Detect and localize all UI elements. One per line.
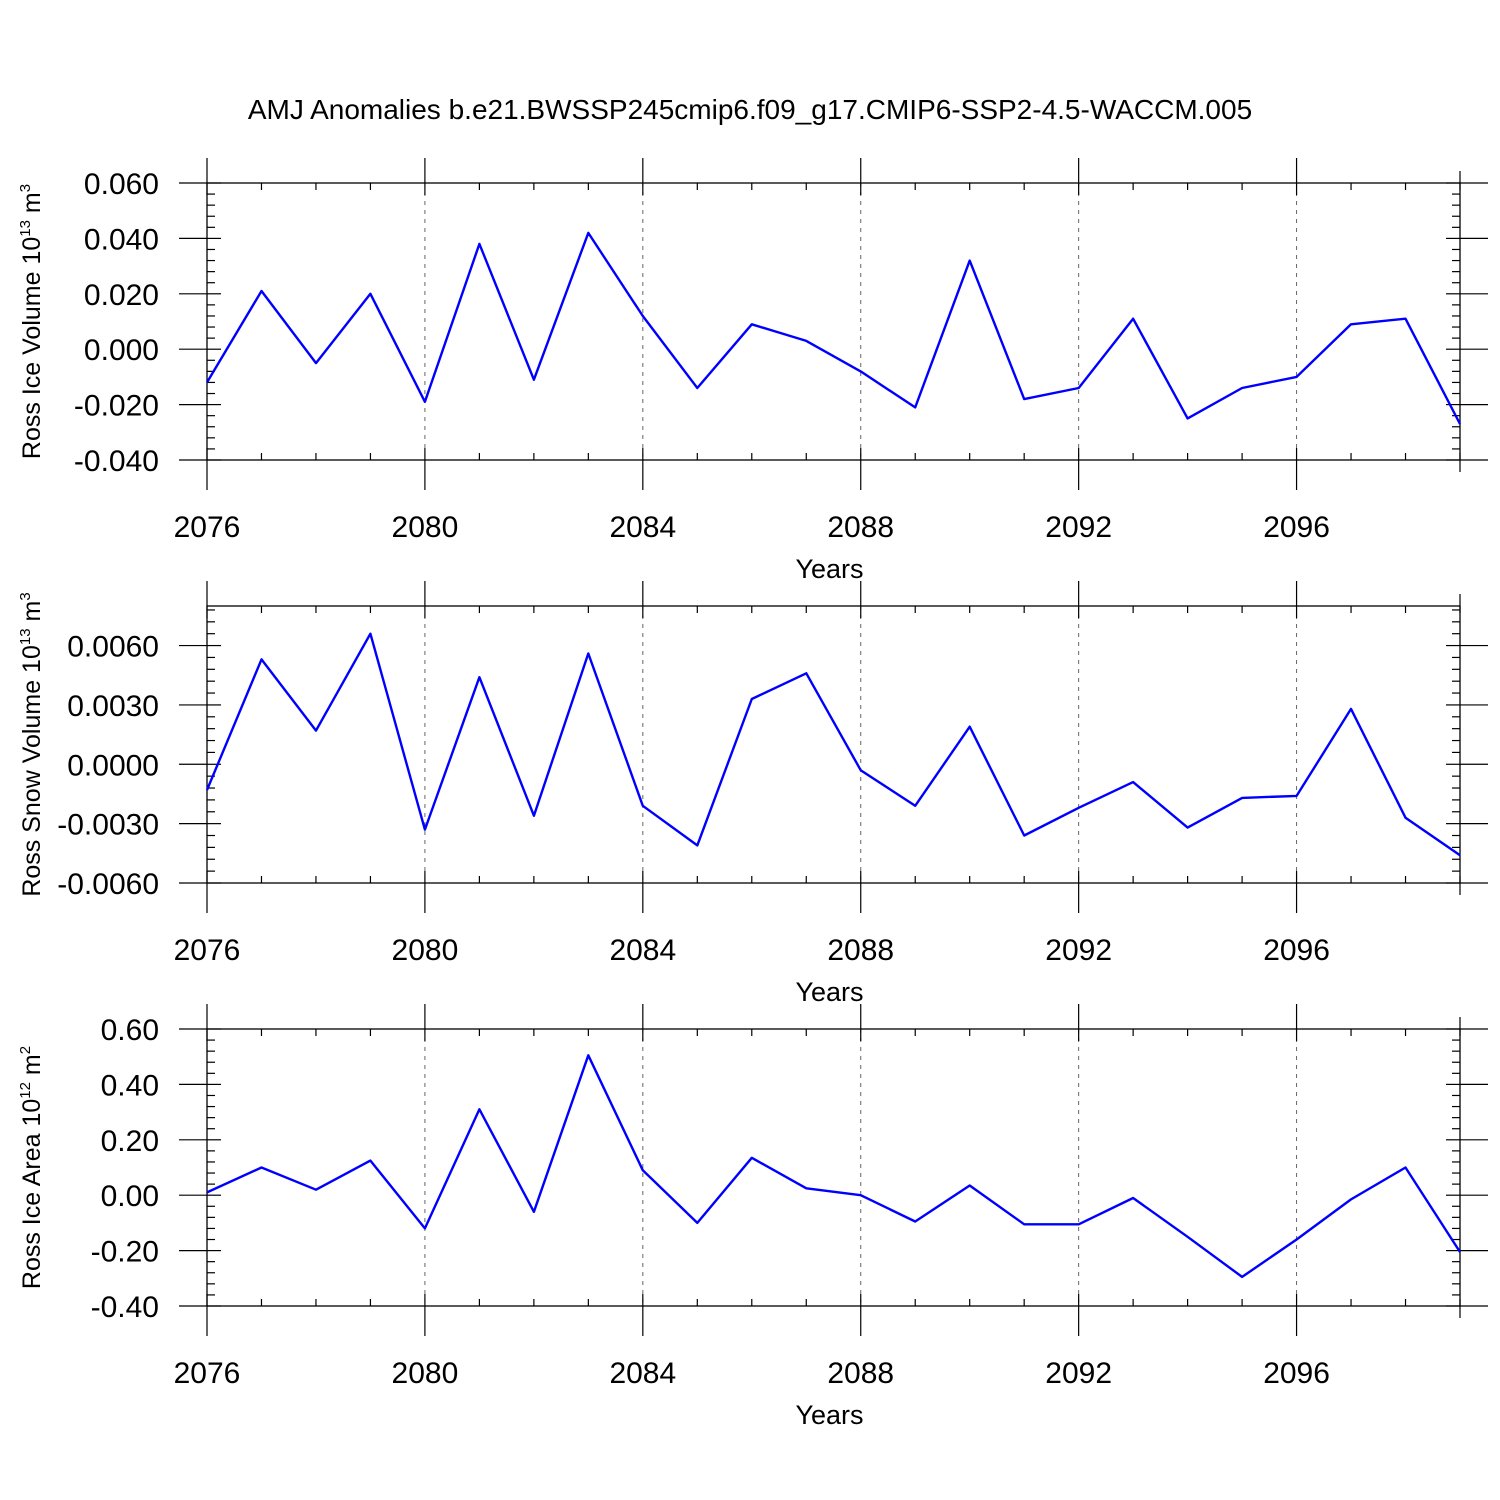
y-axis-label: Ross Snow Volume 1013 m3 [17, 592, 46, 896]
y-axis-label-text: Ross Ice Volume 10 [18, 237, 46, 459]
series-line [205, 632, 1461, 857]
y-tick-label: 0.060 [84, 168, 159, 201]
y-axis-label-unit: m [18, 1054, 46, 1082]
y-axis-label-unit-exponent: 2 [17, 1046, 34, 1054]
x-tick-label: 2080 [392, 934, 459, 967]
x-tick-label: 2088 [827, 511, 894, 544]
chart-title: AMJ Anomalies b.e21.BWSSP245cmip6.f09_g1… [248, 94, 1252, 125]
x-tick-label: 2076 [174, 1357, 241, 1390]
x-tick-label: 2088 [827, 934, 894, 967]
x-tick-label: 2084 [609, 1357, 676, 1390]
y-tick-label: 0.0000 [67, 749, 159, 782]
y-tick-label: 0.0030 [67, 690, 159, 723]
y-axis-label-exponent: 13 [17, 220, 34, 237]
x-tick-label: 2096 [1263, 934, 1330, 967]
x-tick-label: 2092 [1045, 934, 1112, 967]
y-axis-label: Ross Ice Area 1012 m2 [17, 1046, 46, 1289]
y-axis-label-text: Ross Snow Volume 10 [18, 645, 46, 897]
y-tick-label: 0.60 [101, 1014, 159, 1047]
y-tick-label: -0.20 [91, 1236, 159, 1269]
y-tick-label: -0.40 [91, 1291, 159, 1324]
x-tick-label: 2088 [827, 1357, 894, 1390]
x-tick-label: 2076 [174, 511, 241, 544]
y-tick-label: 0.020 [84, 279, 159, 312]
x-tick-label: 2092 [1045, 511, 1112, 544]
y-axis-label-unit: m [18, 601, 46, 629]
x-tick-label: 2092 [1045, 1357, 1112, 1390]
y-tick-label: 0.20 [101, 1125, 159, 1158]
x-tick-label: 2096 [1263, 511, 1330, 544]
plot-frame [206, 1028, 1461, 1307]
x-tick-label: 2080 [392, 1357, 459, 1390]
x-axis-label: Years [795, 1400, 863, 1430]
y-axis-label-exponent: 13 [17, 628, 34, 645]
panel-3: 2076 2080 2084 2088 2092 2096 -0.40 -0.20 0.00 0.… [17, 1004, 1488, 1430]
y-tick-label: -0.040 [74, 445, 159, 478]
y-axis-label-text: Ross Ice Area 10 [18, 1099, 46, 1289]
x-axis-label: Years [795, 554, 863, 584]
y-axis-label-unit-exponent: 3 [17, 592, 34, 600]
plot-frame [206, 182, 1461, 461]
x-tick-label: 2080 [392, 511, 459, 544]
y-tick-label: -0.0060 [57, 868, 159, 901]
x-tick-label: 2084 [609, 511, 676, 544]
y-tick-label: 0.40 [101, 1069, 159, 1102]
y-axis-label-unit: m [18, 192, 46, 220]
y-tick-label: 0.040 [84, 223, 159, 256]
y-axis-label-unit-exponent: 3 [17, 184, 34, 192]
y-axis-label-exponent: 12 [17, 1082, 34, 1099]
y-tick-label: 0.00 [101, 1180, 159, 1213]
y-tick-label: 0.000 [84, 334, 159, 367]
series-line [206, 1054, 1462, 1279]
x-tick-label: 2084 [609, 934, 676, 967]
x-axis-label: Years [795, 977, 863, 1007]
panel-1: 2076 2080 2084 2088 2092 2096 -0.040 -0.020 0.00… [17, 158, 1488, 584]
y-axis-label: Ross Ice Volume 1013 m3 [17, 184, 46, 459]
series-line [205, 231, 1462, 425]
panel-2: 2076 2080 2084 2088 2092 2096 -0.0060 -0.0030 0.… [17, 581, 1488, 1007]
plot-frame [206, 605, 1461, 884]
y-tick-label: 0.0060 [67, 631, 159, 664]
y-tick-label: -0.0030 [57, 809, 159, 842]
y-tick-label: -0.020 [74, 390, 159, 423]
x-tick-label: 2076 [174, 934, 241, 967]
x-tick-label: 2096 [1263, 1357, 1330, 1390]
